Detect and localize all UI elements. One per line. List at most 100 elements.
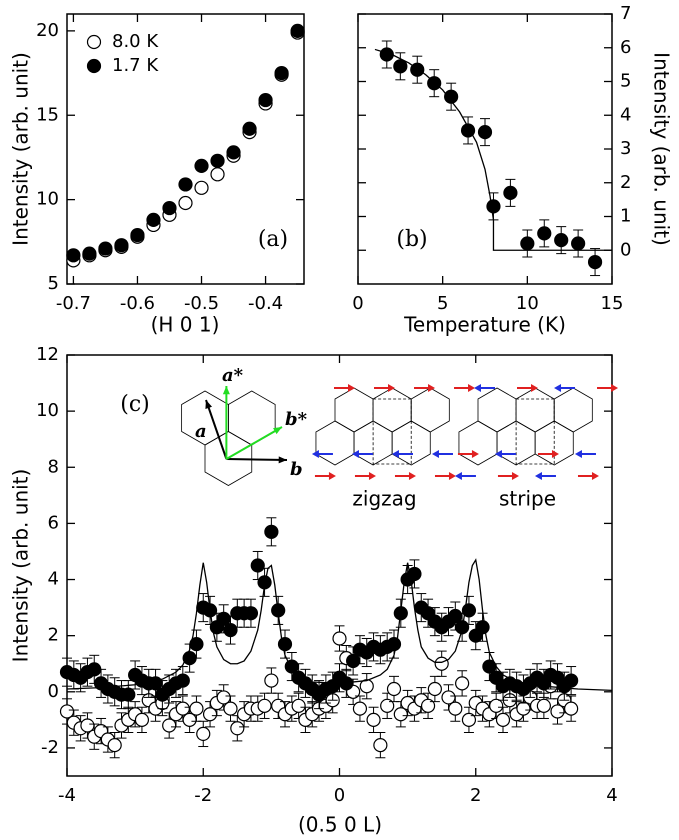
data-point bbox=[114, 238, 129, 253]
data-point bbox=[194, 180, 209, 195]
spin-arrowhead bbox=[574, 450, 582, 458]
inset-vector bbox=[205, 399, 228, 460]
y-tick-label: 10 bbox=[36, 400, 59, 421]
y-tick-label: 5 bbox=[620, 71, 631, 92]
y-tick-label: 4 bbox=[48, 569, 59, 590]
x-tick-label: -0.7 bbox=[56, 293, 91, 314]
spin-arrowhead bbox=[494, 450, 502, 458]
spin-arrowhead bbox=[388, 384, 396, 392]
x-axis-label: Temperature (K) bbox=[403, 313, 566, 337]
data-point bbox=[264, 673, 279, 688]
data-point bbox=[495, 712, 511, 727]
x-tick-label: -2 bbox=[194, 785, 212, 806]
x-tick-label: -0.6 bbox=[120, 293, 155, 314]
pattern-label: stripe bbox=[499, 487, 556, 511]
spin-arrowhead bbox=[368, 472, 376, 480]
x-tick-label: 2 bbox=[470, 785, 481, 806]
data-point bbox=[393, 59, 408, 74]
y-axis-label: Intensity (arb. unit) bbox=[9, 52, 33, 246]
data-point bbox=[489, 698, 504, 713]
inset-arrowhead bbox=[205, 400, 213, 409]
data-point bbox=[427, 681, 442, 697]
data-point bbox=[503, 185, 518, 200]
data-point bbox=[455, 676, 470, 691]
magnetic-cell bbox=[515, 398, 555, 465]
data-point bbox=[121, 687, 136, 702]
spin-hexagon bbox=[553, 387, 593, 433]
data-point bbox=[366, 712, 381, 727]
data-point bbox=[290, 23, 305, 38]
data-point bbox=[243, 606, 259, 621]
data-point bbox=[587, 254, 603, 270]
spin-arrowhead bbox=[611, 384, 619, 392]
spin-hexagon bbox=[391, 420, 431, 466]
data-point bbox=[554, 233, 569, 248]
data-point bbox=[82, 246, 97, 261]
fit-line bbox=[374, 48, 612, 251]
data-point bbox=[189, 701, 204, 716]
y-tick-label: 6 bbox=[48, 512, 59, 533]
spin-arrowhead bbox=[454, 472, 462, 480]
spin-hexagon bbox=[315, 420, 355, 466]
spin-arrowhead bbox=[554, 384, 562, 392]
panel-label: (a) bbox=[258, 227, 288, 252]
spin-arrowhead bbox=[531, 384, 539, 392]
y-tick-label: 1 bbox=[620, 206, 631, 227]
y-axis-label: Intensity (arb. unit) bbox=[9, 469, 33, 663]
data-point bbox=[564, 701, 579, 716]
spin-arrowhead bbox=[311, 450, 319, 458]
spin-arrowhead bbox=[328, 472, 336, 480]
legend-marker bbox=[86, 34, 102, 50]
x-axis-label: (H 0 1) bbox=[151, 313, 220, 337]
data-point bbox=[475, 620, 490, 635]
panel-label: (c) bbox=[120, 392, 150, 417]
spin-hexagon bbox=[334, 387, 374, 433]
y-tick-label: -2 bbox=[41, 737, 59, 758]
data-point bbox=[434, 656, 449, 671]
data-point bbox=[162, 200, 177, 216]
data-point bbox=[178, 177, 193, 192]
data-point bbox=[223, 701, 238, 716]
spin-arrowhead bbox=[351, 450, 359, 458]
y-tick-label: 4 bbox=[620, 104, 631, 125]
data-point bbox=[373, 738, 388, 753]
x-tick-label: -4 bbox=[58, 785, 76, 806]
data-point bbox=[242, 121, 257, 136]
y-tick-label: 3 bbox=[620, 138, 631, 159]
data-point bbox=[380, 698, 395, 713]
spin-arrowhead bbox=[534, 472, 542, 480]
x-tick-label: 4 bbox=[606, 785, 617, 806]
x-tick-label: 5 bbox=[437, 293, 448, 314]
spin-arrowhead bbox=[408, 472, 416, 480]
data-point bbox=[264, 524, 279, 539]
spin-hexagon bbox=[372, 387, 412, 433]
x-axis-label: (0.5 0 L) bbox=[298, 813, 382, 837]
data-point bbox=[332, 631, 347, 646]
inset-arrowhead bbox=[278, 456, 287, 464]
legend-label: 8.0 K bbox=[112, 31, 159, 52]
x-tick-label: 10 bbox=[516, 293, 539, 314]
data-point bbox=[146, 212, 161, 227]
spin-arrowhead bbox=[551, 450, 559, 458]
y-tick-label: 0 bbox=[620, 239, 631, 260]
data-point bbox=[130, 227, 145, 243]
data-point bbox=[477, 125, 493, 140]
inset-label: b bbox=[290, 459, 303, 480]
data-point bbox=[444, 89, 459, 104]
legend-marker bbox=[86, 58, 102, 74]
panel-label: (b) bbox=[396, 227, 427, 252]
data-point bbox=[359, 679, 374, 694]
data-point bbox=[277, 636, 293, 652]
spin-arrowhead bbox=[474, 384, 481, 392]
data-point bbox=[352, 701, 368, 716]
data-point bbox=[226, 145, 241, 160]
y-tick-label: 10 bbox=[36, 189, 59, 210]
data-point bbox=[448, 701, 463, 716]
y-tick-label: 5 bbox=[48, 273, 59, 294]
inset-hexagon bbox=[227, 390, 276, 446]
data-point bbox=[175, 673, 190, 688]
spin-arrowhead bbox=[431, 450, 439, 458]
x-tick-label: 15 bbox=[601, 293, 624, 314]
data-point bbox=[107, 738, 122, 753]
y-axis-label: Intensity (arb. unit) bbox=[650, 52, 674, 246]
